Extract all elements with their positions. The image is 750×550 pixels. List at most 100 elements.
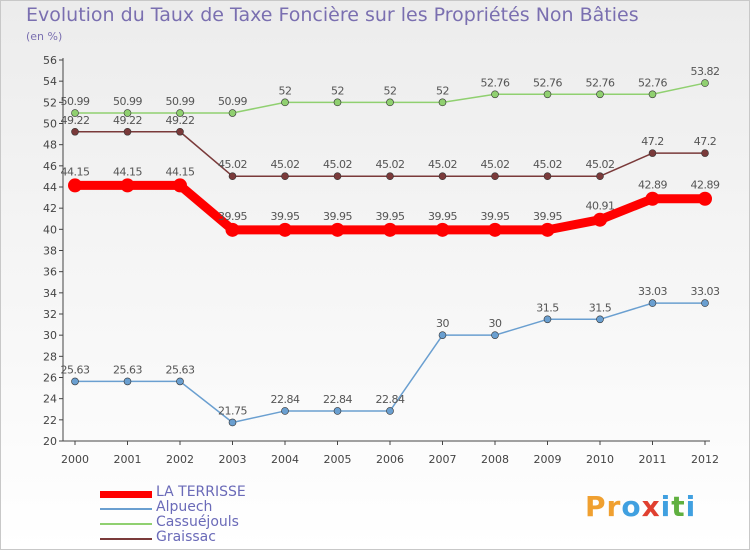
data-point bbox=[71, 377, 79, 386]
data-label: 45.02 bbox=[218, 158, 247, 171]
x-tick-label: 2005 bbox=[324, 453, 352, 466]
data-point bbox=[386, 98, 394, 107]
data-point bbox=[176, 377, 184, 386]
data-point bbox=[593, 212, 607, 227]
x-tick-label: 2003 bbox=[219, 453, 247, 466]
data-point bbox=[333, 407, 342, 415]
y-tick-label: 52 bbox=[43, 96, 57, 109]
data-point bbox=[543, 315, 552, 324]
data-point bbox=[540, 222, 555, 237]
data-point bbox=[596, 172, 604, 181]
data-label: 52 bbox=[436, 84, 449, 97]
data-point bbox=[71, 109, 79, 117]
logo-letter: r bbox=[606, 490, 622, 523]
x-tick-label: 2009 bbox=[534, 453, 562, 466]
legend-swatch-la-terrisse bbox=[100, 491, 152, 498]
data-point bbox=[543, 172, 552, 181]
data-point bbox=[386, 407, 394, 415]
data-point bbox=[176, 109, 184, 117]
legend-label-la-terrisse: LA TERRISSE bbox=[156, 484, 246, 500]
data-point bbox=[333, 172, 342, 181]
y-tick-label: 34 bbox=[43, 287, 57, 300]
x-tick-label: 2006 bbox=[376, 453, 404, 466]
data-label: 49.22 bbox=[166, 114, 195, 127]
x-tick-label: 2000 bbox=[61, 453, 89, 466]
data-label: 45.02 bbox=[323, 158, 352, 171]
y-tick-label: 24 bbox=[43, 393, 57, 406]
data-point bbox=[228, 172, 237, 181]
data-label: 45.02 bbox=[428, 158, 457, 171]
data-label: 39.95 bbox=[533, 210, 562, 223]
data-label: 22.84 bbox=[376, 393, 405, 406]
y-tick-label: 28 bbox=[43, 350, 57, 363]
data-label: 42.89 bbox=[691, 179, 720, 192]
data-label: 45.02 bbox=[376, 158, 405, 171]
data-point bbox=[491, 331, 499, 339]
data-point bbox=[278, 222, 292, 237]
data-label: 31.5 bbox=[536, 301, 559, 314]
data-point bbox=[648, 149, 657, 157]
proxiti-logo: Proxiti bbox=[585, 490, 696, 523]
data-point bbox=[123, 377, 132, 386]
data-label: 53.82 bbox=[691, 65, 720, 78]
y-tick-label: 54 bbox=[43, 75, 57, 88]
data-point bbox=[438, 331, 447, 339]
x-tick-label: 2004 bbox=[271, 453, 299, 466]
y-tick-label: 42 bbox=[43, 202, 57, 215]
legend-swatch-graissac bbox=[100, 538, 152, 540]
data-label: 50.99 bbox=[166, 95, 195, 108]
data-point bbox=[176, 127, 184, 136]
x-tick-label: 2001 bbox=[114, 453, 142, 466]
data-point bbox=[281, 407, 289, 415]
logo-letter: i bbox=[660, 490, 672, 523]
y-tick-label: 38 bbox=[43, 245, 57, 258]
data-label: 33.03 bbox=[638, 285, 667, 298]
data-label: 52 bbox=[279, 84, 292, 97]
data-label: 47.2 bbox=[641, 135, 664, 148]
data-point bbox=[228, 418, 237, 427]
y-tick-label: 48 bbox=[43, 139, 57, 152]
data-point bbox=[543, 90, 552, 99]
data-label: 44.15 bbox=[113, 165, 142, 178]
data-point bbox=[698, 191, 712, 206]
data-point bbox=[71, 127, 79, 136]
x-tick-label: 2008 bbox=[481, 453, 509, 466]
data-point bbox=[173, 178, 187, 193]
data-label: 33.03 bbox=[691, 285, 720, 298]
data-label: 50.99 bbox=[113, 95, 142, 108]
data-label: 42.89 bbox=[638, 179, 667, 192]
data-label: 21.75 bbox=[218, 404, 247, 417]
data-label: 49.22 bbox=[113, 114, 142, 127]
y-tick-label: 56 bbox=[43, 54, 57, 67]
y-tick-label: 46 bbox=[43, 160, 57, 173]
data-label: 44.15 bbox=[166, 165, 195, 178]
y-tick-label: 30 bbox=[43, 329, 57, 342]
x-tick-label: 2002 bbox=[166, 453, 194, 466]
data-label: 45.02 bbox=[481, 158, 510, 171]
data-label: 50.99 bbox=[61, 95, 90, 108]
y-tick-label: 44 bbox=[43, 181, 57, 194]
data-label: 25.63 bbox=[166, 363, 195, 376]
data-point bbox=[333, 98, 342, 107]
data-label: 30 bbox=[489, 317, 502, 330]
logo-letter: P bbox=[585, 490, 607, 523]
data-label: 39.95 bbox=[323, 210, 352, 223]
data-label: 30 bbox=[436, 317, 449, 330]
data-point bbox=[491, 172, 499, 181]
data-label: 39.95 bbox=[428, 210, 457, 223]
data-label: 49.22 bbox=[61, 114, 90, 127]
data-label: 45.02 bbox=[533, 158, 562, 171]
data-point bbox=[330, 222, 345, 237]
data-label: 44.15 bbox=[61, 165, 90, 178]
data-point bbox=[123, 109, 132, 117]
data-label: 22.84 bbox=[271, 393, 300, 406]
logo-letter: o bbox=[621, 490, 642, 523]
data-point bbox=[596, 90, 604, 99]
data-label: 25.63 bbox=[61, 363, 90, 376]
data-label: 39.95 bbox=[481, 210, 510, 223]
data-point bbox=[281, 98, 289, 107]
y-tick-label: 50 bbox=[43, 118, 57, 131]
data-label: 52.76 bbox=[638, 76, 667, 89]
x-tick-label: 2010 bbox=[586, 453, 614, 466]
